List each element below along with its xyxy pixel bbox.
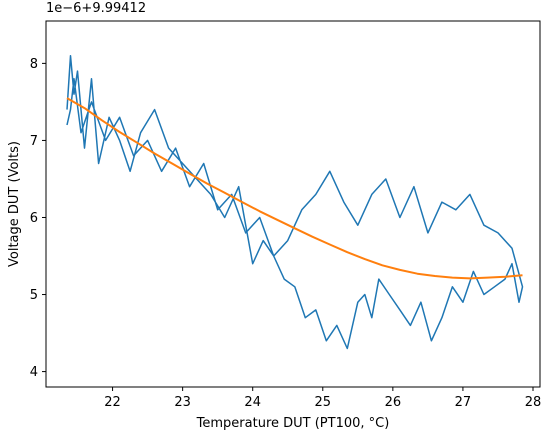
y-offset-label: 1e−6+9.99412 (46, 1, 146, 16)
y-tick-label: 5 (30, 288, 38, 303)
x-tick-label: 22 (104, 395, 121, 410)
measured-data-line (66, 54, 524, 350)
x-tick-label: 23 (174, 395, 191, 410)
y-tick-label: 4 (30, 365, 38, 380)
x-tick-label: 26 (385, 395, 402, 410)
x-tick-label: 24 (244, 395, 261, 410)
y-axis: 4 5 6 7 8 (30, 57, 46, 380)
y-tick-label: 6 (30, 211, 38, 226)
x-tick-label: 27 (455, 395, 472, 410)
plot-area-frame (45, 20, 541, 388)
fit-curve-line (66, 97, 523, 280)
x-axis: 22 23 24 25 26 27 28 (104, 387, 541, 410)
y-tick-label: 7 (30, 134, 38, 149)
x-tick-label: 28 (525, 395, 542, 410)
x-tick-label: 25 (315, 395, 332, 410)
x-axis-label: Temperature DUT (PT100, °C) (196, 416, 390, 431)
series-layer (66, 54, 524, 350)
y-tick-label: 8 (30, 57, 38, 72)
y-axis-label: Voltage DUT (Volts) (7, 141, 22, 267)
